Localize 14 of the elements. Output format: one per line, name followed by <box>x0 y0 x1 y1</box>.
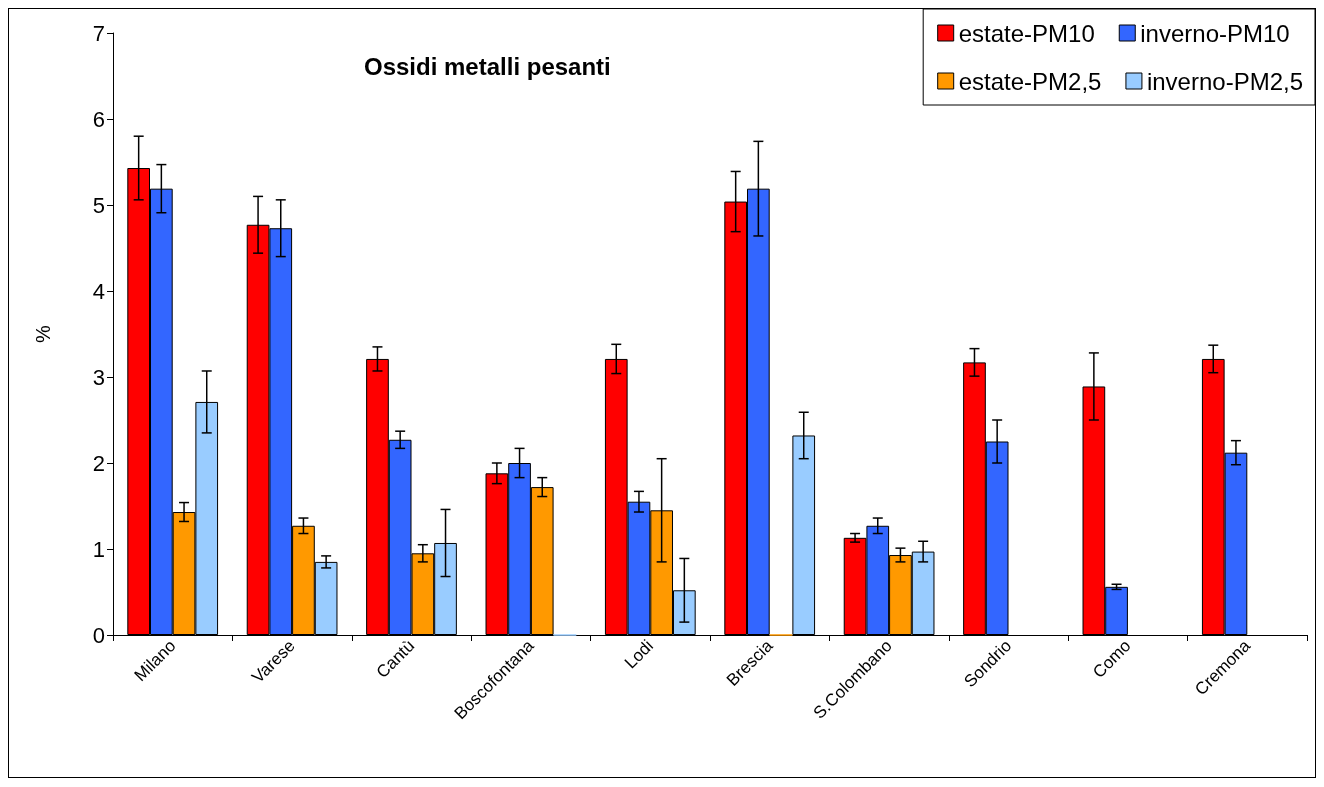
y-tick-label: 0 <box>92 622 105 648</box>
y-tick-label: 2 <box>92 450 105 476</box>
legend-label: estate-PM2,5 <box>958 67 1102 95</box>
text: Ossidi metalli pesanti <box>364 52 611 80</box>
y-tick-label: 7 <box>92 20 105 46</box>
y-axis-title: % <box>32 324 54 343</box>
y-tick-label: 6 <box>92 106 105 132</box>
legend-label: estate-PM10 <box>958 19 1095 47</box>
legend-label: inverno-PM2,5 <box>1146 67 1304 95</box>
y-tick-label: 5 <box>92 192 105 218</box>
y-tick-label: 3 <box>92 364 105 390</box>
y-tick-label: 4 <box>92 278 105 304</box>
legend-label: inverno-PM10 <box>1140 19 1290 47</box>
y-tick-label: 1 <box>92 536 105 562</box>
